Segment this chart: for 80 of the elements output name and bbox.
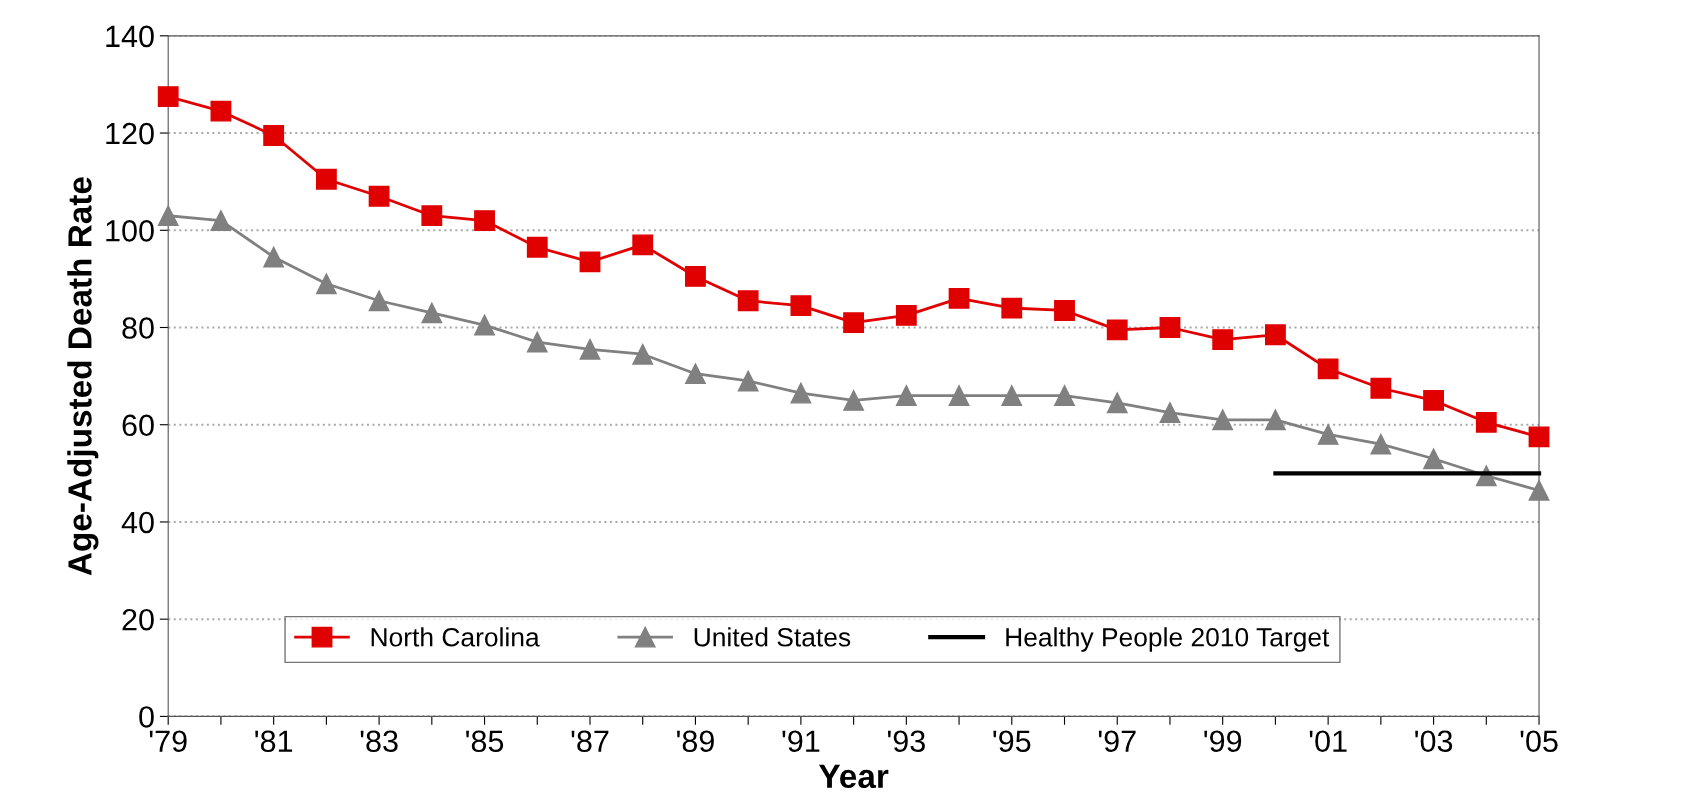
- point: [1001, 297, 1023, 319]
- point: [1423, 389, 1445, 411]
- x-tick-label: '83: [360, 730, 398, 753]
- point: [315, 168, 337, 190]
- y-tick-label: 100: [106, 220, 154, 242]
- x-tick-label: '81: [255, 730, 293, 753]
- y-tick-label: 140: [106, 25, 154, 48]
- legend-label: North Carolina: [371, 627, 540, 647]
- x-tick-label: '89: [677, 730, 714, 753]
- point: [1159, 317, 1181, 338]
- point: [526, 236, 548, 258]
- point: [632, 234, 654, 256]
- x-tick-label: '99: [1204, 730, 1242, 753]
- point: [1001, 385, 1023, 406]
- legend-label: United States: [694, 627, 851, 647]
- point: [1106, 392, 1128, 414]
- point: [474, 210, 495, 231]
- point: [737, 290, 759, 312]
- y-tick-label: 80: [122, 317, 154, 339]
- point: [315, 273, 337, 295]
- point: [1528, 479, 1550, 501]
- point: [1528, 426, 1550, 448]
- point: [685, 363, 706, 385]
- point: [157, 86, 179, 108]
- point: [1212, 409, 1234, 431]
- x-axis-title: Year: [818, 764, 889, 789]
- x-tick-label: '97: [1098, 730, 1136, 753]
- y-tick-label: 60: [122, 414, 154, 437]
- x-tick-label: '03: [1415, 730, 1453, 753]
- y-tick-label: 40: [121, 511, 154, 534]
- point: [368, 185, 390, 207]
- point: [263, 246, 285, 268]
- point: [843, 389, 865, 411]
- y-axis-title: Age-Adjusted Death Rate: [67, 177, 99, 576]
- point: [1212, 329, 1234, 351]
- x-tick-label: '87: [571, 730, 609, 753]
- x-tick-label: '79: [149, 730, 187, 753]
- y-tick-label: 20: [122, 608, 154, 631]
- point: [1317, 358, 1339, 380]
- point: [1264, 409, 1286, 431]
- point: [157, 205, 179, 227]
- point: [1264, 324, 1286, 346]
- legend-label: Healthy People 2010 Target: [1006, 627, 1330, 652]
- point: [1475, 411, 1497, 433]
- point: [579, 338, 601, 360]
- x-tick-label: '01: [1309, 730, 1347, 753]
- point: [948, 287, 970, 309]
- point: [421, 302, 443, 324]
- point: [263, 125, 285, 146]
- point: [632, 343, 654, 365]
- point: [1159, 402, 1181, 423]
- point: [895, 304, 917, 326]
- point: [685, 266, 706, 287]
- point: [579, 251, 601, 273]
- point: [737, 370, 759, 392]
- x-tick-label: '85: [466, 730, 504, 753]
- x-tick-label: '93: [887, 730, 925, 753]
- point: [210, 210, 232, 231]
- point: [474, 314, 495, 336]
- point: [895, 385, 917, 406]
- point: [948, 385, 970, 406]
- point: [368, 290, 390, 312]
- x-tick-label: '95: [993, 730, 1031, 753]
- y-tick-label: 0: [139, 706, 154, 728]
- point: [790, 382, 812, 404]
- point: [1370, 377, 1392, 399]
- point: [1054, 385, 1075, 406]
- point: [1317, 424, 1339, 445]
- point: [526, 331, 548, 353]
- point: [210, 100, 232, 122]
- point: [843, 312, 865, 334]
- point: [1423, 448, 1445, 470]
- y-tick-label: 120: [106, 122, 154, 145]
- point: [1370, 433, 1392, 455]
- x-tick-label: '05: [1520, 730, 1558, 753]
- point: [421, 205, 443, 227]
- x-tick-label: '91: [782, 730, 820, 753]
- point: [1106, 319, 1128, 341]
- point: [790, 295, 812, 317]
- point: [1054, 300, 1075, 321]
